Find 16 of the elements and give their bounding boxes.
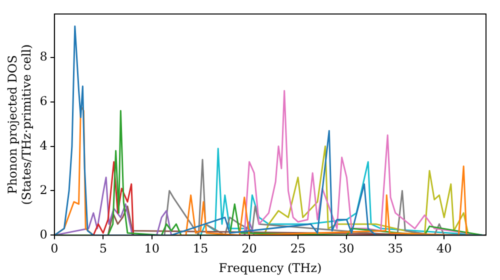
x-axis-title: Frequency (THz) xyxy=(218,260,322,275)
y-axis-title: Phonon projected DOS (States/THz·primitive cell) xyxy=(5,44,34,205)
y-tick-label: 2 xyxy=(40,182,48,197)
x-tick-label: 15 xyxy=(192,242,208,256)
x-tick-label: 5 xyxy=(99,242,107,256)
y-tick-label: 0 xyxy=(40,227,48,242)
x-tick-label: 25 xyxy=(290,242,306,256)
x-tick-label: 0 xyxy=(50,242,58,256)
x-tick-label: 30 xyxy=(339,242,354,256)
y-tick-label: 6 xyxy=(40,94,48,108)
x-tick-label: 40 xyxy=(436,242,452,256)
x-tick-label: 10 xyxy=(144,242,160,256)
x-tick-label: 35 xyxy=(388,242,404,256)
y-tick-label: 8 xyxy=(40,49,48,64)
y-tick-label: 4 xyxy=(40,138,48,152)
x-tick-label: 20 xyxy=(242,242,257,256)
